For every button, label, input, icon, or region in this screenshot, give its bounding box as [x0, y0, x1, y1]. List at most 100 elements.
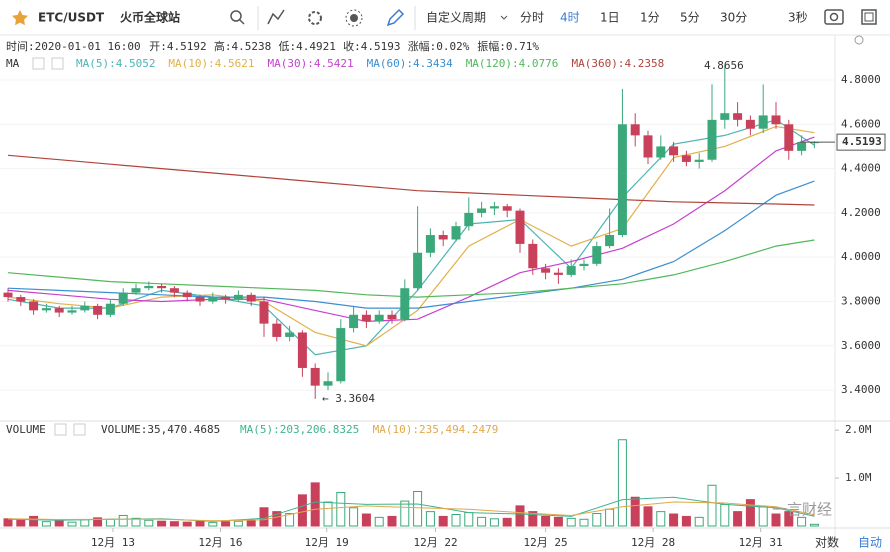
volume-bar: [208, 522, 218, 527]
volume-bar: [131, 517, 141, 527]
camera-icon[interactable]: [824, 9, 844, 25]
volume-bar: [669, 513, 679, 527]
volume-bar: [349, 507, 359, 527]
legend-entry: MA(360):4.2358: [572, 57, 665, 70]
candle-body: [656, 146, 666, 158]
volume-bar: [809, 523, 819, 527]
volume-settings[interactable]: [54, 423, 67, 436]
volume-bar: [400, 500, 410, 527]
x-tick-label: 12月 28: [631, 536, 675, 549]
candle-body: [771, 115, 781, 125]
period-tab[interactable]: 1日: [600, 11, 620, 25]
ma-line: [7, 154, 815, 206]
exchange: 火币全球站: [120, 10, 180, 25]
ma-line: [7, 180, 815, 309]
volume-bar: [374, 516, 384, 527]
pane-settings-icon[interactable]: [854, 35, 864, 45]
candle-body: [54, 308, 64, 313]
candle-body: [93, 305, 103, 315]
volume-bar: [387, 515, 397, 527]
custom-period[interactable]: 自定义周期: [426, 10, 486, 25]
info-item: 时间:2020-01-01 16:00: [6, 40, 141, 53]
ma-title: MA: [6, 57, 20, 70]
volume-bar: [630, 496, 640, 527]
candle-body: [310, 367, 320, 386]
dropdown-arrow: [500, 15, 508, 20]
refresh-interval[interactable]: 3秒: [788, 11, 808, 25]
info-item: 高:4.5238: [214, 39, 271, 53]
candle-body: [361, 314, 371, 322]
info-item: 收:4.5193: [343, 39, 400, 53]
legend-entry: MA(10):235,494.2479: [373, 423, 499, 436]
volume-legend: VOLUME:35,470.4685: [101, 423, 220, 436]
indicator-icon[interactable]: [267, 9, 285, 25]
y-tick-label: 4.6000: [841, 117, 881, 130]
candle-body: [349, 314, 359, 329]
volume-bar: [221, 521, 231, 527]
y-tick-label: 4.2000: [841, 206, 881, 219]
volume-bar: [54, 520, 64, 527]
fullscreen-icon[interactable]: [861, 9, 877, 25]
candle-body: [67, 310, 77, 313]
period-tab[interactable]: 4时: [560, 11, 580, 25]
candle-body: [489, 206, 499, 209]
volume-bar: [592, 513, 602, 527]
candle-body: [605, 235, 615, 247]
x-tick-label: 12月 22: [413, 536, 457, 549]
volume-bar: [246, 519, 256, 527]
volume-bar: [144, 519, 154, 527]
candle-body: [681, 155, 691, 162]
y-tick-label: 4.4000: [841, 162, 881, 175]
volume-bar: [797, 516, 807, 527]
period-tab[interactable]: 1分: [640, 11, 660, 25]
candle-body: [617, 124, 627, 236]
volume-bar: [425, 511, 435, 527]
candle-body: [272, 323, 282, 337]
info-item: 开:4.5192: [149, 40, 206, 53]
volume-bar: [29, 515, 39, 527]
symbol: ETC/USDT: [38, 11, 105, 25]
favorite-star[interactable]: [12, 10, 28, 26]
price-tag-label: 4.5193: [842, 135, 882, 148]
volume-bar: [579, 518, 589, 527]
volume-bar: [553, 516, 563, 527]
ma-settings[interactable]: [32, 57, 45, 70]
draw-icon[interactable]: [386, 8, 405, 27]
volume-title: VOLUME: [6, 423, 46, 436]
volume-bar: [41, 521, 51, 527]
ma-line: [7, 239, 815, 298]
theme-icon[interactable]: [345, 9, 363, 27]
period-tab[interactable]: 30分: [720, 11, 747, 25]
low-annotation: ← 3.3604: [322, 392, 375, 405]
candle-body: [297, 332, 307, 368]
ma-close[interactable]: [51, 57, 64, 70]
volume-bar: [784, 511, 794, 527]
candle-body: [477, 208, 487, 213]
candle-body: [118, 292, 128, 304]
period-tab[interactable]: 5分: [680, 11, 700, 25]
volume-bar: [566, 517, 576, 527]
watermark: 一言财经: [772, 501, 832, 519]
candle-body: [144, 285, 154, 289]
candle-body: [169, 288, 179, 293]
volume-close[interactable]: [73, 423, 86, 436]
candle-body: [323, 381, 333, 386]
x-tick-label: 12月 19: [305, 536, 349, 549]
candle-body: [502, 206, 512, 211]
log-toggle[interactable]: 对数: [815, 535, 839, 550]
volume-bar: [80, 519, 90, 527]
volume-bar: [105, 518, 115, 527]
period-tab[interactable]: 分时: [520, 11, 544, 25]
auto-toggle[interactable]: 自动: [858, 536, 882, 550]
candle-body: [221, 297, 231, 300]
candle-body: [797, 141, 807, 151]
candle-body: [720, 113, 730, 120]
settings-icon[interactable]: [308, 11, 322, 25]
candle-body: [630, 124, 640, 136]
candle-body: [41, 308, 51, 311]
candle-body: [157, 285, 167, 289]
volume-bar: [656, 511, 666, 527]
y-tick-label: 3.8000: [841, 294, 881, 307]
y-tick-label: 4.8000: [841, 73, 881, 86]
search-icon[interactable]: [230, 10, 245, 25]
